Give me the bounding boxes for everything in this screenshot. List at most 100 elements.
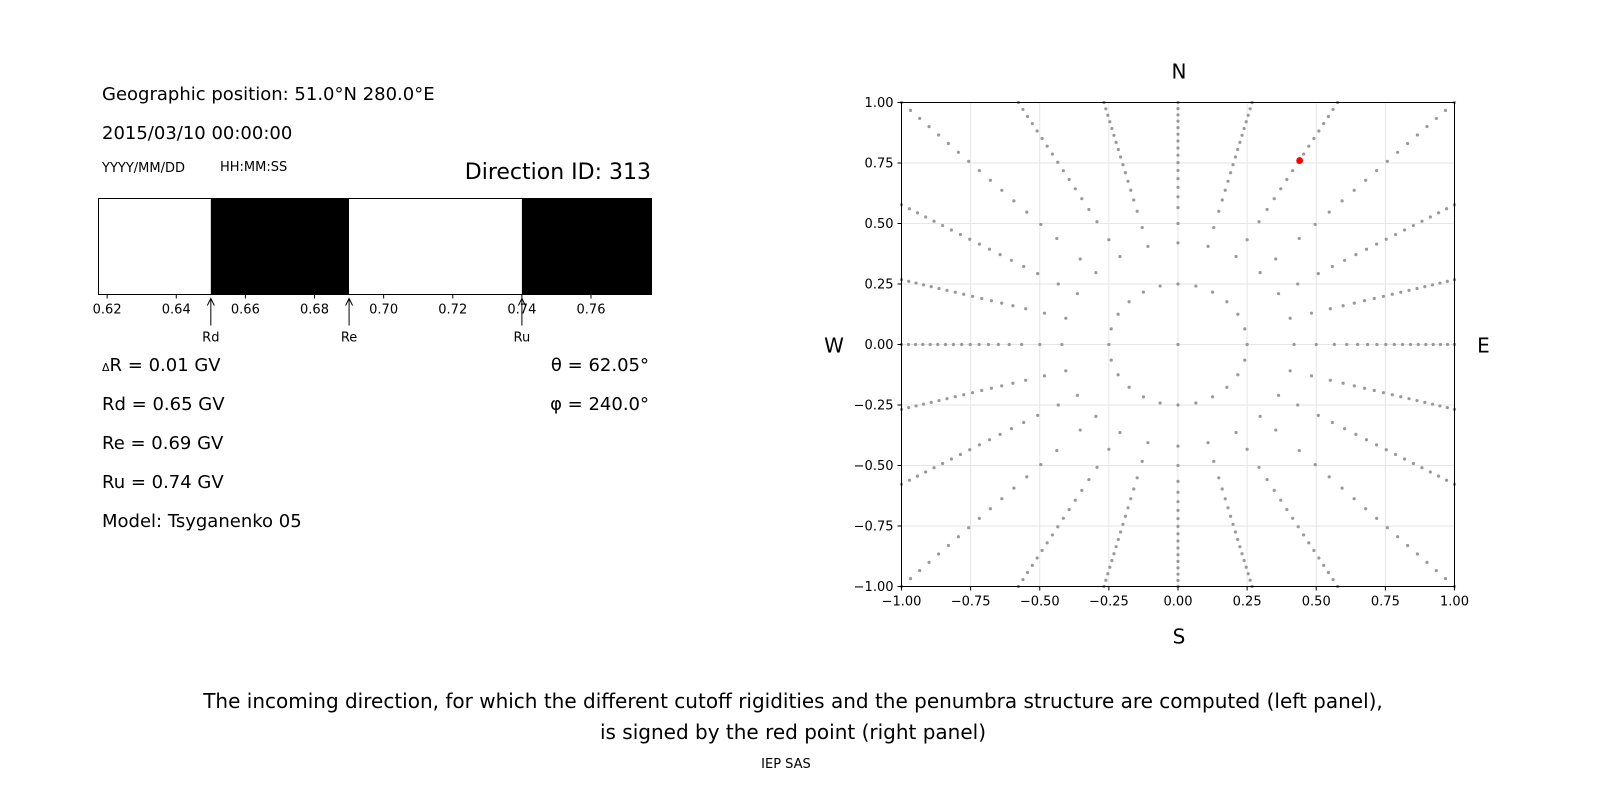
- marker-label: Rd: [202, 331, 219, 346]
- phi-text: φ = 240.0°: [550, 394, 649, 415]
- direction-point: [1176, 195, 1180, 199]
- direction-point: [914, 404, 918, 408]
- direction-point: [1317, 556, 1321, 560]
- direction-point: [1030, 122, 1034, 126]
- direction-point: [1430, 283, 1435, 287]
- direction-point: [1375, 169, 1379, 173]
- x-tick-label: 1.00: [1440, 595, 1469, 610]
- direction-point: [1231, 522, 1235, 526]
- direction-point: [946, 543, 950, 548]
- direction-point: [1217, 209, 1221, 213]
- delta-r-value: R = 0.01 GV: [109, 355, 221, 376]
- direction-point: [977, 342, 981, 347]
- direction-point: [1328, 378, 1332, 382]
- direction-point: [1438, 404, 1442, 408]
- direction-point: [1396, 535, 1400, 539]
- direction-point: [1309, 311, 1314, 315]
- direction-point: [987, 438, 992, 442]
- direction-point: [1176, 553, 1180, 557]
- direction-point: [1385, 526, 1389, 530]
- direction-point: [1434, 116, 1438, 121]
- direction-point: [1127, 300, 1131, 304]
- direction-point: [1061, 169, 1065, 173]
- direction-point: [1220, 198, 1224, 202]
- direction-point: [1000, 497, 1004, 501]
- direction-point: [988, 178, 992, 182]
- direction-point: [1374, 443, 1379, 447]
- direction-point: [968, 237, 972, 241]
- direction-point: [1415, 286, 1419, 291]
- ru-text: Ru = 0.74 GV: [102, 472, 224, 493]
- direction-point: [1279, 187, 1283, 191]
- direction-point: [986, 342, 991, 347]
- direction-point: [1445, 342, 1450, 347]
- direction-point: [1392, 342, 1396, 347]
- y-tick-label: 0.00: [865, 338, 894, 353]
- direction-chart: −1.00 −0.75 −0.50 −0.25 0.00 0.25 0.50 0.75 1.00…: [824, 60, 1490, 649]
- direction-point: [1094, 414, 1098, 418]
- direction-point: [1011, 381, 1015, 385]
- direction-point: [1246, 113, 1250, 117]
- direction-point: [1312, 136, 1316, 141]
- direction-point: [1064, 369, 1068, 373]
- model-text: Model: Tsyganenko 05: [102, 511, 302, 532]
- direction-point: [1036, 272, 1040, 276]
- direction-point: [1176, 119, 1180, 123]
- direction-point: [977, 516, 981, 520]
- direction-point: [1403, 228, 1407, 232]
- penumbra-ticks: 0.62 0.64 0.66 0.68 0.70 0.72 0.74 0.76: [93, 294, 605, 318]
- direction-point: [945, 397, 949, 401]
- direction-point: [1399, 290, 1403, 294]
- direction-point: [927, 560, 931, 564]
- direction-point: [1238, 545, 1242, 549]
- direction-point: [1341, 381, 1345, 385]
- direction-point: [1341, 304, 1345, 308]
- direction-point: [907, 478, 912, 482]
- caption-line-2: is signed by the red point (right panel): [599, 720, 987, 744]
- direction-point: [1243, 327, 1247, 331]
- date-format-label: YYYY/MM/DD: [102, 161, 185, 176]
- y-tick-label: −1.00: [854, 580, 894, 595]
- direction-point: [1352, 301, 1356, 305]
- direction-point: [1176, 241, 1180, 245]
- direction-point: [970, 294, 975, 298]
- marker-ru: Ru: [514, 297, 530, 346]
- direction-point: [1425, 560, 1429, 564]
- direction-point: [1225, 385, 1229, 389]
- direction-point: [1106, 572, 1110, 576]
- penumbra-segment-allowed: [349, 198, 522, 295]
- direction-point: [1238, 140, 1242, 144]
- direction-point: [907, 406, 911, 410]
- direction-point: [1118, 530, 1123, 534]
- direction-point: [936, 342, 940, 347]
- direction-point: [1035, 129, 1039, 133]
- direction-point: [1393, 232, 1398, 237]
- direction-point: [1390, 292, 1394, 296]
- direction-point: [980, 296, 984, 301]
- direction-point: [956, 150, 960, 154]
- direction-point: [1428, 215, 1432, 219]
- direction-point: [1024, 378, 1028, 382]
- direction-point: [1176, 107, 1180, 111]
- direction-point: [1176, 168, 1180, 173]
- direction-point: [1210, 395, 1215, 399]
- direction-point: [1056, 525, 1060, 529]
- direction-point: [1257, 465, 1261, 469]
- penumbra-segment-forbidden: [210, 198, 350, 295]
- direction-point: [1123, 514, 1128, 518]
- direction-point: [1176, 153, 1180, 157]
- direction-point: [1423, 285, 1427, 289]
- direction-point: [996, 342, 1001, 347]
- direction-point: [1245, 238, 1249, 242]
- direction-point: [1274, 428, 1278, 432]
- y-tick-label: 0.75: [865, 157, 894, 172]
- direction-point: [1067, 507, 1071, 512]
- direction-point: [1445, 279, 1449, 283]
- direction-point: [1297, 448, 1301, 453]
- direction-point: [1078, 428, 1082, 432]
- direction-point: [1110, 126, 1114, 131]
- direction-point: [1406, 543, 1410, 548]
- direction-point: [977, 242, 982, 246]
- direction-point: [1217, 476, 1221, 480]
- direction-point: [1223, 497, 1227, 501]
